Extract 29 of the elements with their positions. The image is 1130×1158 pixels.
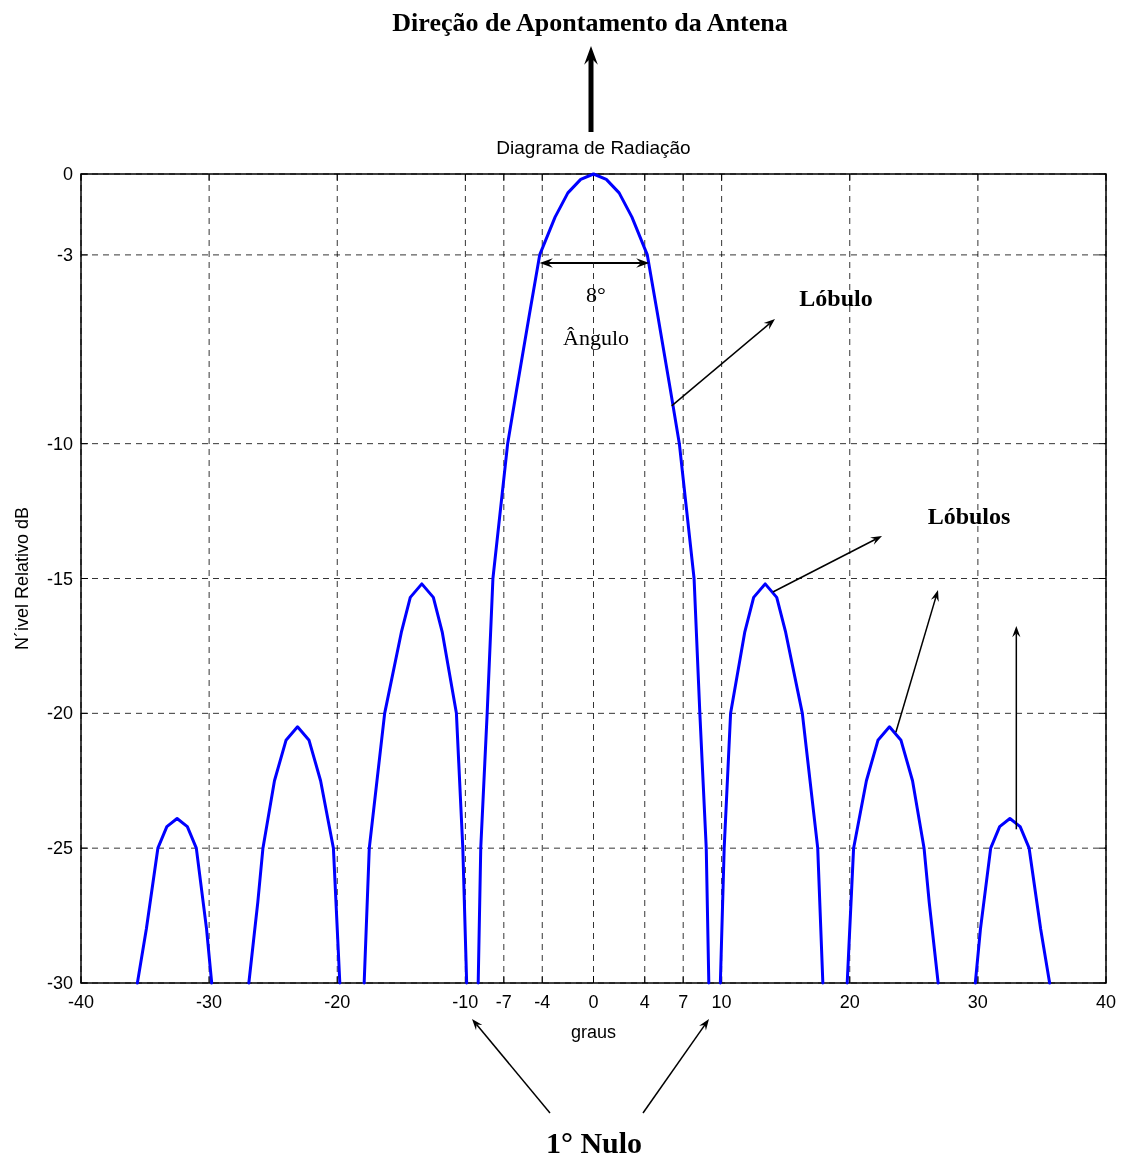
annotation: 8° <box>586 282 606 307</box>
x-tick-label: -40 <box>67 992 95 1012</box>
x-tick-label: 10 <box>711 992 732 1012</box>
x-tick-label: 7 <box>678 992 689 1012</box>
y-tick-label: -25 <box>46 838 73 859</box>
y-tick-label: -3 <box>56 244 73 265</box>
x-tick-label: 0 <box>588 992 599 1012</box>
annotation: Ângulo <box>563 325 629 350</box>
y-tick-label: 0 <box>62 164 73 184</box>
x-tick-label: -4 <box>534 992 551 1012</box>
chart-title: Diagrama de Radiação <box>496 137 691 158</box>
y-tick-label: -20 <box>46 703 73 724</box>
x-tick-label: -30 <box>196 992 223 1012</box>
x-axis-title: graus <box>570 1022 617 1042</box>
x-tick-label: 4 <box>639 992 650 1012</box>
y-tick-label: -15 <box>46 568 73 589</box>
text: 1° Nulo <box>545 1126 643 1158</box>
annotation: Lóbulos <box>927 503 1011 529</box>
x-tick-label: -10 <box>452 992 479 1012</box>
x-tick-label: -20 <box>324 992 351 1012</box>
x-tick-label: 30 <box>967 992 988 1012</box>
annotation: Lóbulo <box>799 285 873 311</box>
x-tick-label: 20 <box>839 992 860 1012</box>
x-tick-label: 40 <box>1095 992 1117 1012</box>
y-tick-label: -10 <box>46 433 73 454</box>
y-tick-label: -30 <box>46 973 73 993</box>
x-tick-label: -7 <box>495 992 512 1012</box>
y-axis-title: N´ivel Relativo dB <box>12 506 32 651</box>
text: Direção de Apontamento da Antena <box>392 8 788 37</box>
